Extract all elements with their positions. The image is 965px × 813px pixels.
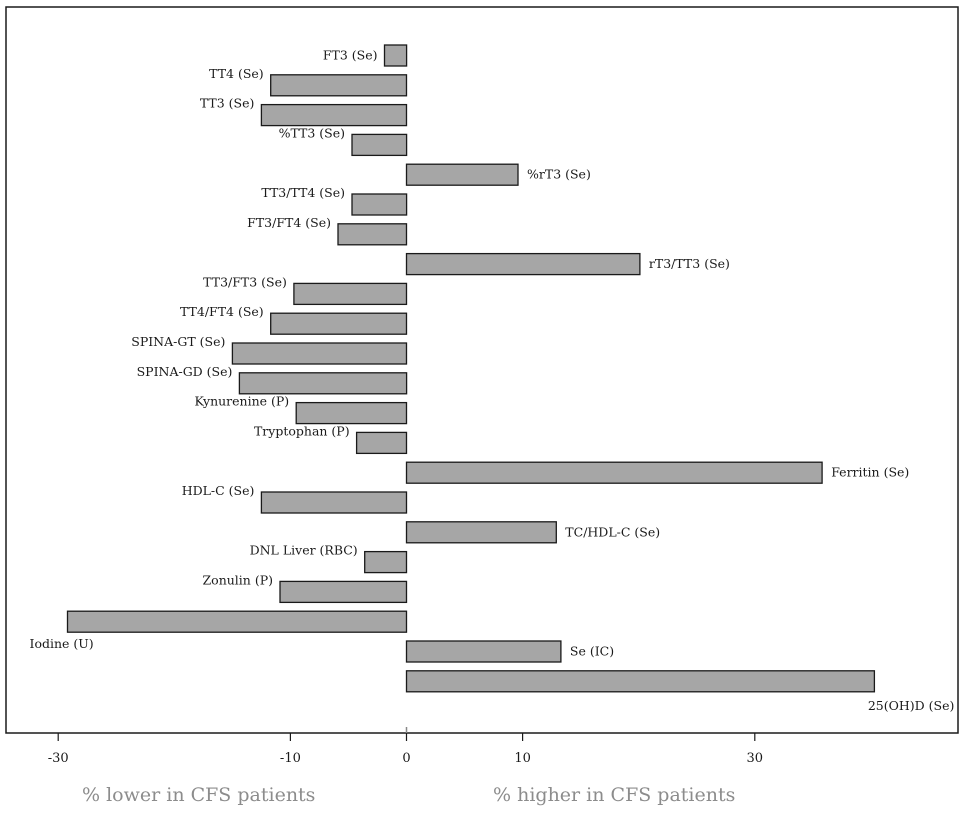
bar-label-10: SPINA-GT (Se) [131, 334, 225, 349]
bar-7 [405, 252, 641, 276]
bar-label-17: DNL Liver (RBC) [250, 543, 358, 558]
bar-9 [270, 312, 408, 335]
bar-3 [351, 133, 408, 157]
bar-label-21: 25(OH)D (Se) [868, 698, 955, 713]
bar-1 [270, 74, 408, 97]
bar-label-9: TT4/FT4 (Se) [180, 304, 264, 319]
bar-12 [295, 401, 408, 425]
bar-20 [405, 640, 562, 663]
bar-2 [260, 103, 408, 127]
bar-4 [405, 163, 519, 186]
bar-label-11: SPINA-GD (Se) [137, 364, 233, 379]
bar-label-15: HDL-C (Se) [182, 483, 255, 498]
bar-label-19: Iodine (U) [30, 636, 94, 651]
bar-label-20: Se (IC) [570, 644, 614, 659]
bar-17 [364, 550, 408, 574]
bar-5 [351, 193, 408, 216]
x-tick-label-1: -10 [280, 751, 301, 766]
bar-label-1: TT4 (Se) [209, 66, 264, 81]
bar-label-6: FT3/FT4 (Se) [247, 215, 331, 230]
bar-11 [238, 372, 408, 395]
bar-label-13: Tryptophan (P) [254, 423, 350, 438]
bar-label-2: TT3 (Se) [200, 96, 255, 111]
bar-label-0: FT3 (Se) [323, 48, 378, 63]
bar-10 [231, 342, 408, 365]
bar-13 [355, 431, 408, 455]
x-tick-label-3: 10 [514, 751, 531, 766]
bar-21 [405, 670, 876, 693]
bar-16 [405, 521, 557, 544]
bar-8 [293, 282, 408, 306]
bar-label-8: TT3/FT3 (Se) [203, 274, 287, 289]
x-axis-ticks: -30 -10 0 10 30 [48, 727, 763, 766]
bar-15 [260, 491, 408, 514]
bar-label-7: rT3/TT3 (Se) [649, 256, 730, 271]
x-axis-label-lower: % lower in CFS patients [82, 784, 316, 806]
bar-0 [383, 44, 408, 67]
bar-18 [279, 580, 408, 604]
bar-labels-layer: FT3 (Se) TT4 (Se) TT3 (Se) %TT3 (Se) %rT3 (S… [30, 48, 955, 713]
x-tick-label-0: -30 [48, 751, 69, 766]
bar-label-14: Ferritin (Se) [831, 465, 909, 480]
x-tick-label-4: 30 [747, 751, 764, 766]
bars-layer [66, 44, 876, 693]
bar-label-3: %TT3 (Se) [279, 125, 345, 140]
bar-6 [337, 223, 408, 246]
x-axis-label-higher: % higher in CFS patients [493, 784, 736, 806]
bar-label-5: TT3/TT4 (Se) [261, 185, 345, 200]
bar-label-12: Kynurenine (P) [194, 394, 289, 409]
bar-14 [405, 461, 823, 484]
bar-label-16: TC/HDL-C (Se) [565, 524, 660, 539]
bar-label-18: Zonulin (P) [203, 572, 274, 587]
x-tick-label-2: 0 [402, 751, 410, 766]
bar-label-4: %rT3 (Se) [527, 167, 591, 182]
bar-19 [66, 610, 408, 633]
plot-frame [5, 6, 959, 734]
